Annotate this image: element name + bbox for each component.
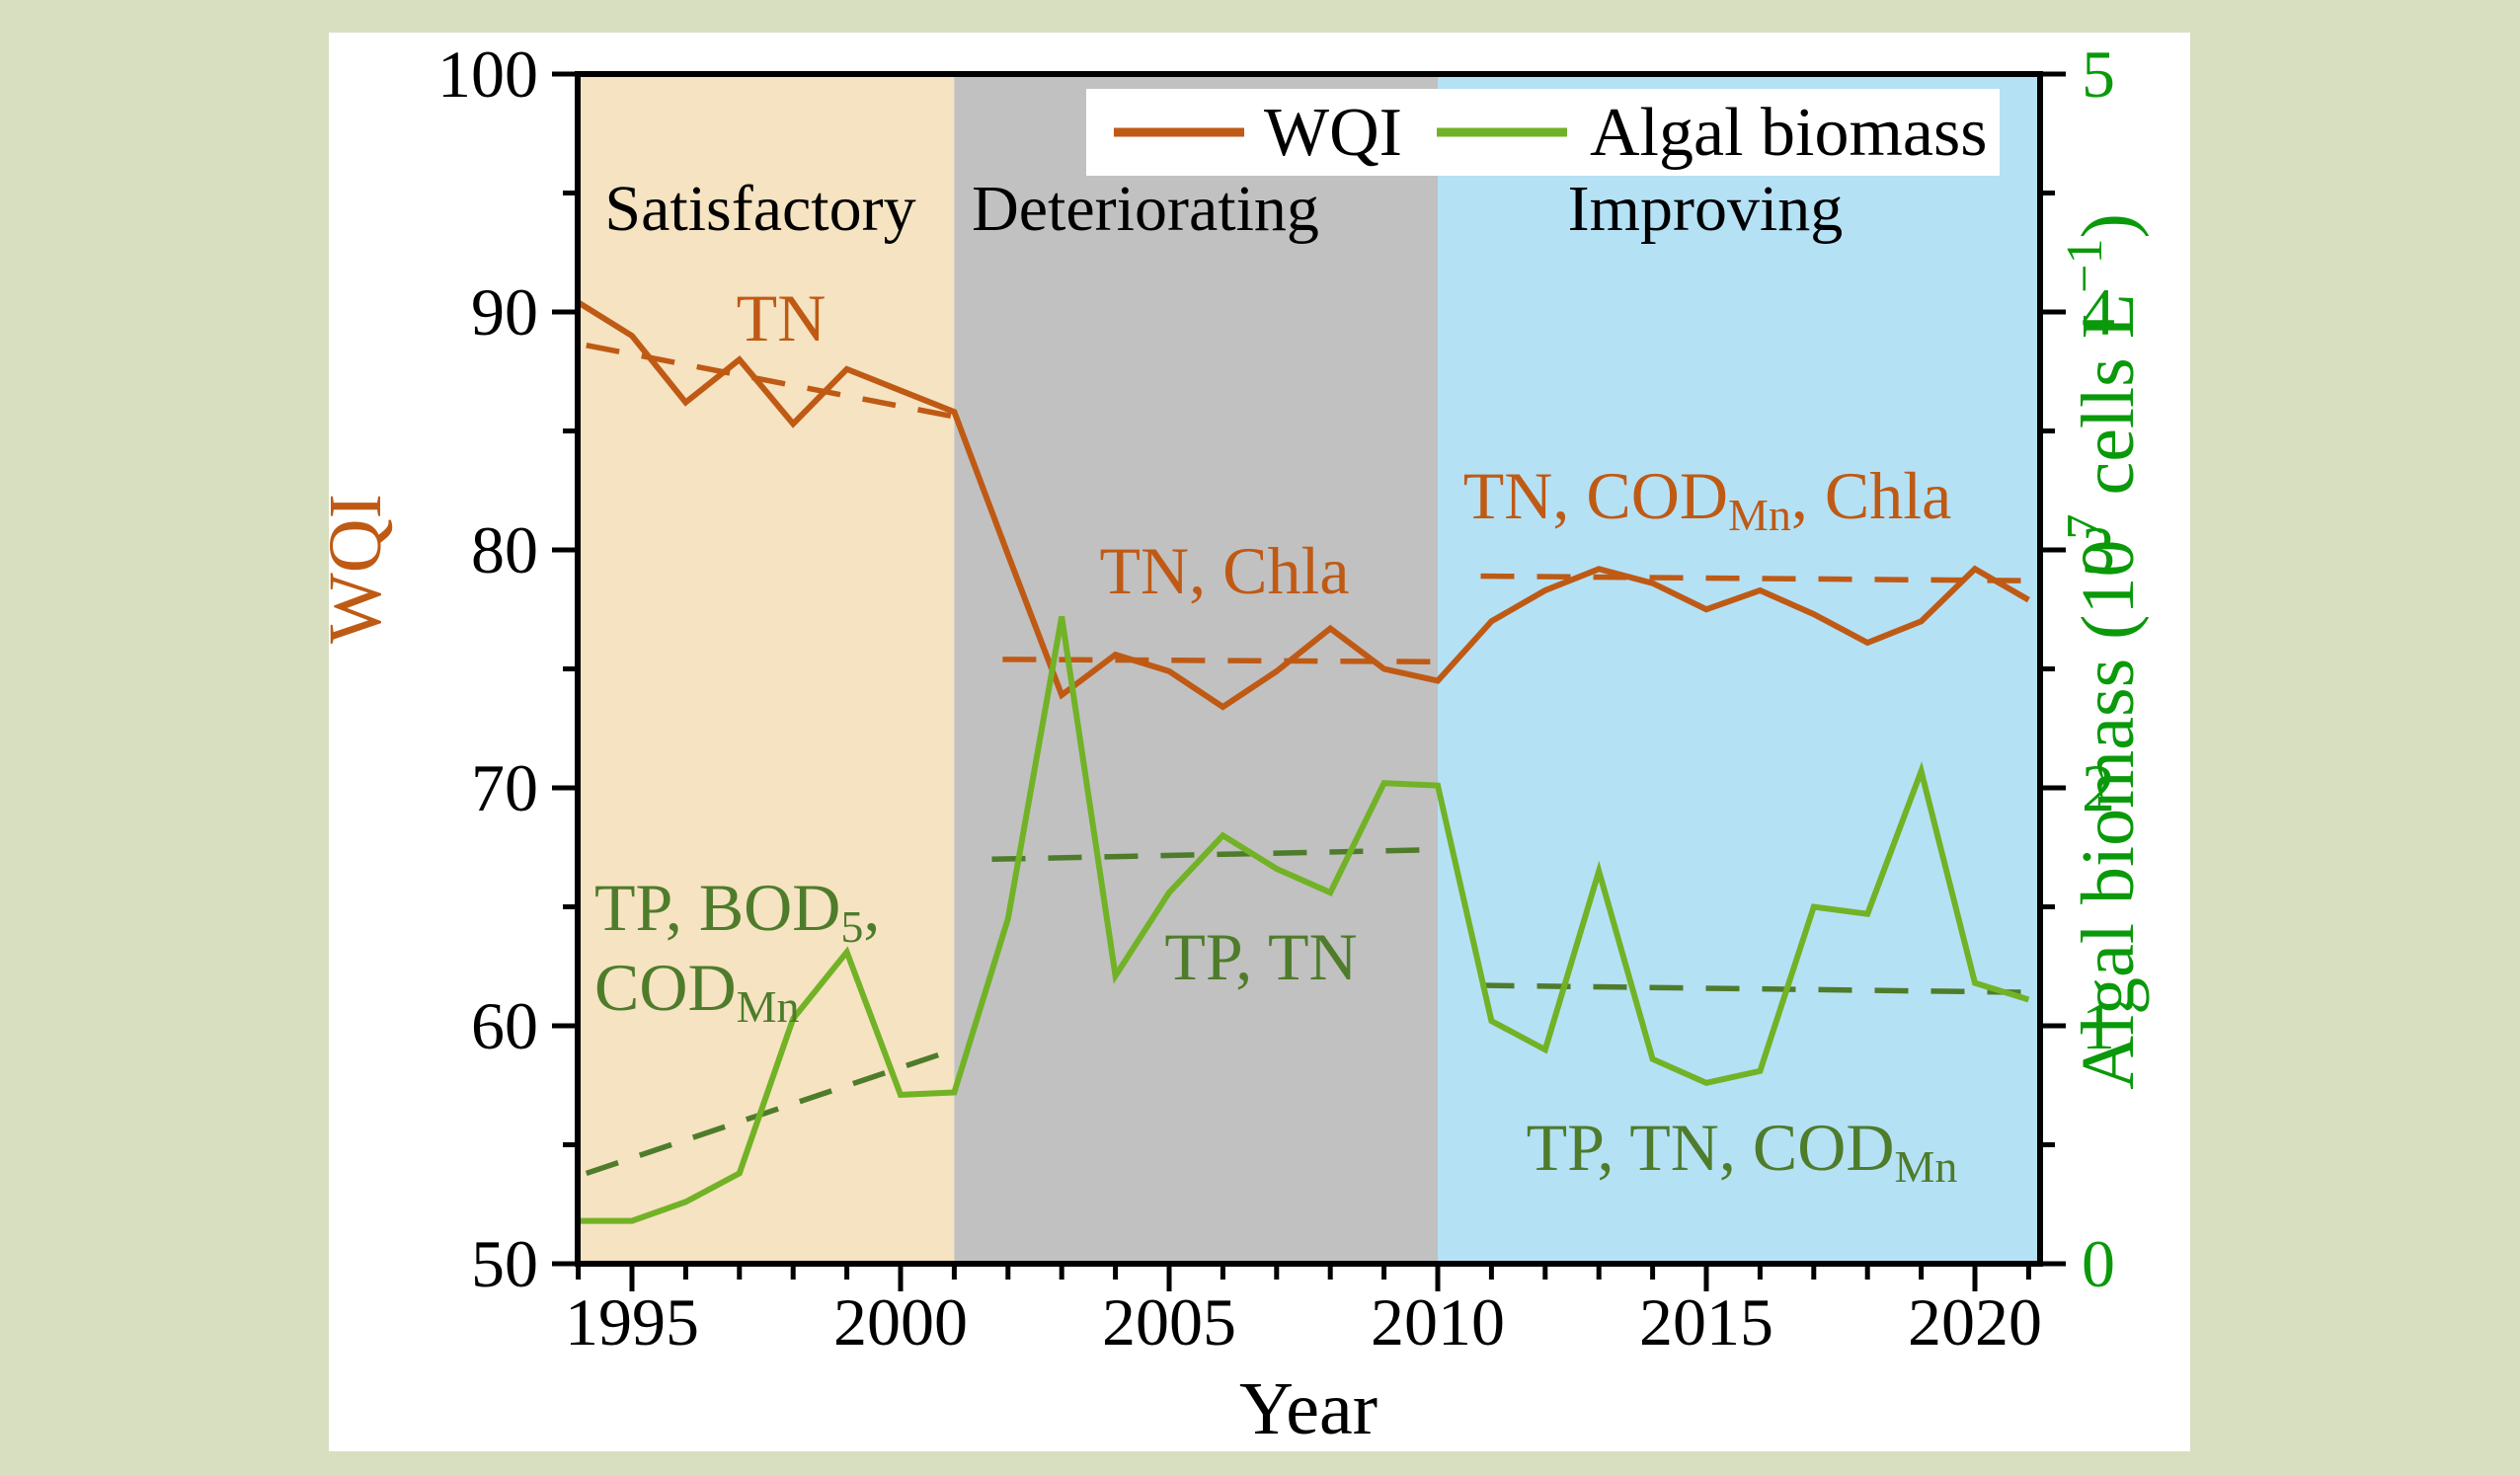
wqi-line (577, 299, 2030, 711)
bottom-tick-label-2010: 2010 (1371, 1284, 1505, 1359)
left-tick-label-90: 90 (471, 274, 538, 350)
annotation-tn: TN (737, 280, 827, 355)
annotation-tn-chla: TN, Chla (1099, 533, 1349, 608)
right-axis-title-algal-biomass: Algal biomass (107 cells L−1) (2057, 213, 2150, 1090)
region-label-improving: Improving (1568, 173, 1844, 245)
algal-biomass-line (578, 615, 2030, 1224)
legend-algal-label: Algal biomass (1590, 95, 1987, 171)
bottom-tick-label-2015: 2015 (1639, 1284, 1773, 1359)
annotation-tp-tn-codmn: TP, TN, CODMn (1527, 1110, 1958, 1192)
region-label-satisfactory: Satisfactory (604, 173, 915, 245)
region-label-deteriorating: Deteriorating (972, 173, 1319, 245)
annotation-tp-tn: TP, TN (1164, 919, 1357, 994)
period-region-improving (1438, 74, 2042, 1264)
annotation-tp-bod5-l2: CODMn (594, 950, 799, 1032)
left-tick-label-80: 80 (471, 512, 538, 587)
trend-algal-biomass-segment-0 (585, 1047, 956, 1177)
annotation-tn-codmn-chla: TN, CODMn, Chla (1463, 458, 1952, 540)
right-tick-label-4: 4 (2082, 274, 2115, 350)
bottom-tick-label-2000: 2000 (833, 1284, 968, 1359)
trend-wqi-segment-1 (1002, 657, 1439, 665)
left-tick-label-100: 100 (437, 37, 538, 112)
right-tick-label-1: 1 (2082, 988, 2115, 1063)
bottom-tick-label-2005: 2005 (1102, 1284, 1236, 1359)
axis-ticks (552, 71, 2066, 1291)
left-tick-label-70: 70 (471, 750, 538, 825)
right-tick-label-2: 2 (2082, 750, 2115, 825)
annotation-tp-bod5-l1: TP, BOD5, (594, 870, 880, 952)
bottom-tick-label-1995: 1995 (565, 1284, 699, 1359)
right-tick-label-5: 5 (2082, 37, 2115, 112)
trend-algal-biomass-segment-2 (1480, 982, 2040, 996)
bottom-tick-label-2020: 2020 (1908, 1284, 2042, 1359)
legend-wqi-label: WQI (1264, 95, 1402, 171)
right-tick-label-3: 3 (2082, 512, 2115, 587)
period-region-deteriorating (954, 74, 1438, 1264)
left-tick-label-60: 60 (471, 988, 538, 1063)
bottom-axis-title-year: Year (1239, 1367, 1378, 1450)
data-series-lines (577, 299, 2030, 1224)
driver-annotations: TN TN, Chla TN, CODMn, Chla TP, BOD5,CODMn T… (594, 280, 1957, 1192)
right-tick-label-0: 0 (2082, 1226, 2115, 1301)
trend-algal-biomass-segment-1 (991, 846, 1439, 863)
left-tick-label-50: 50 (471, 1226, 538, 1301)
trend-wqi-segment-2 (1480, 573, 2040, 584)
left-axis-title-wqi: WQI (314, 494, 397, 644)
axis-tick-labels: 50 60 70 80 90 100 0 1 2 3 4 5 1995 2000 2005 2010 2015 2… (437, 37, 2115, 1359)
period-background-regions (576, 74, 2042, 1264)
legend: WQI Algal biomass (1086, 89, 2000, 176)
